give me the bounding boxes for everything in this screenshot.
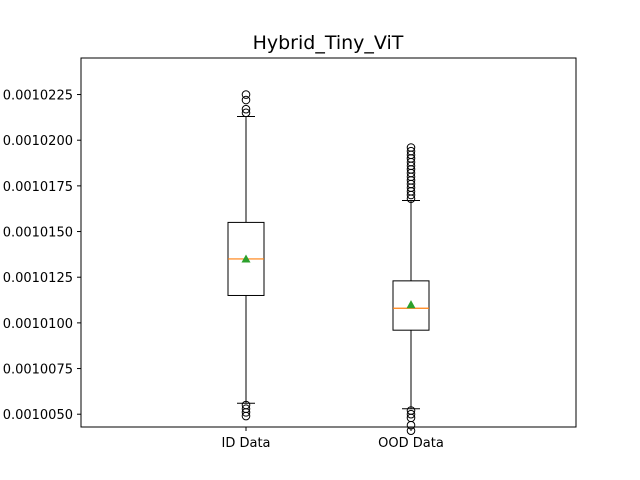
- y-axis: 0.0010050 0.0010075 0.0010100 0.0010125 0.00…: [3, 89, 81, 423]
- plot-area-frame: [80, 57, 577, 428]
- outlier-point: [241, 400, 251, 410]
- outlier-point: [406, 143, 416, 152]
- y-tick-label: 0.0010175: [3, 180, 73, 195]
- y-tick-label: 0.0010225: [3, 89, 73, 104]
- mean-marker: [241, 254, 251, 263]
- y-tick-label: 0.0010125: [3, 271, 73, 286]
- box-iqr: [392, 280, 430, 331]
- y-tick-label: 0.0010100: [3, 317, 73, 332]
- x-tick-label: OOD Data: [378, 436, 444, 451]
- outlier-point: [406, 426, 416, 435]
- box-series: [227, 90, 265, 421]
- outlier-point: [406, 409, 416, 419]
- y-tick-label: 0.0010075: [3, 363, 73, 378]
- outlier-point: [241, 90, 251, 99]
- boxes-group: [227, 90, 430, 435]
- y-tick-label: 0.0010150: [3, 226, 73, 241]
- x-axis: ID Data OOD Data: [221, 427, 444, 451]
- outlier-point: [241, 108, 251, 118]
- y-tick-label: 0.0010200: [3, 134, 73, 149]
- mean-marker: [406, 300, 416, 309]
- y-tick-label: 0.0010050: [3, 408, 73, 423]
- outlier-point: [406, 146, 416, 156]
- box-series: [392, 143, 430, 435]
- outlier-point: [241, 95, 251, 105]
- chart-title: Hybrid_Tiny_ViT: [253, 32, 404, 54]
- x-tick-label: ID Data: [221, 436, 270, 451]
- outlier-point: [241, 404, 251, 414]
- outlier-point: [241, 104, 251, 114]
- outlier-point: [406, 406, 416, 415]
